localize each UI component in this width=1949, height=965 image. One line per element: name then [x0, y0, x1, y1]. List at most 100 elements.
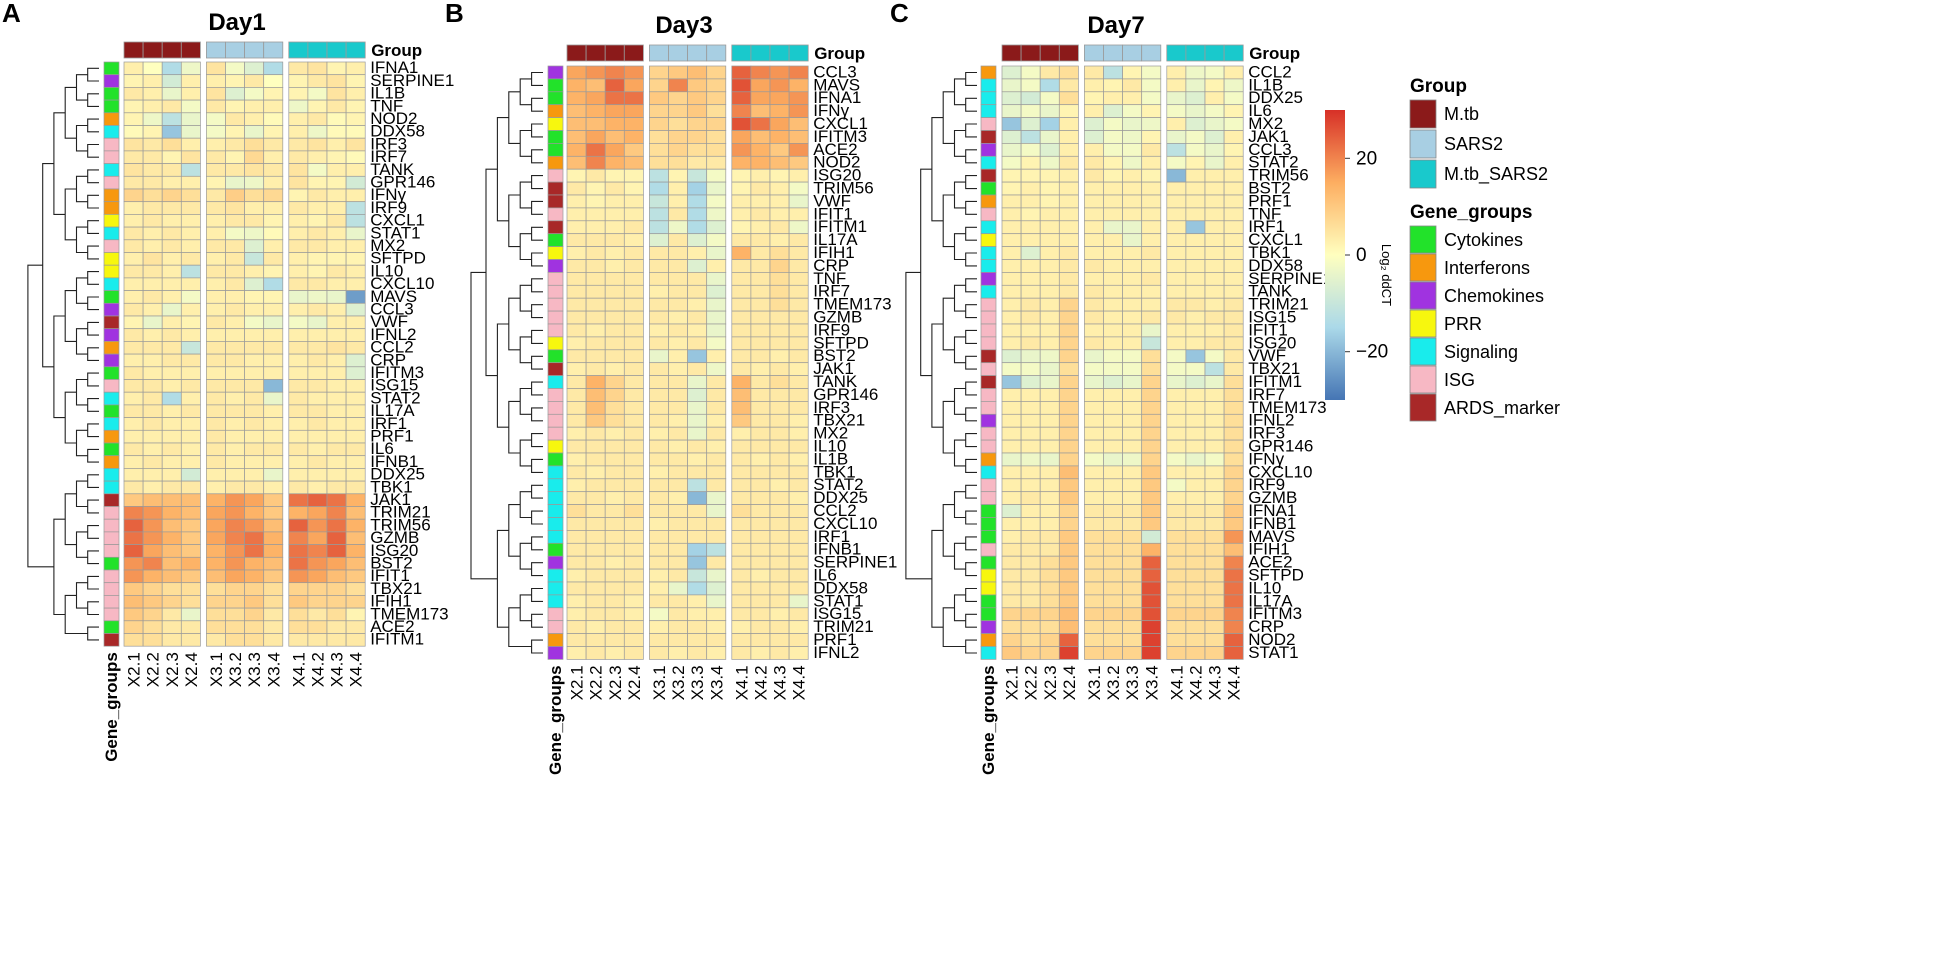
- heatmap-cell: [604, 323, 625, 338]
- heatmap-cell: [307, 417, 328, 431]
- heatmap-cell: [1001, 465, 1022, 480]
- column-label: X2.2: [144, 652, 163, 687]
- dendrogram-branch: [87, 525, 99, 539]
- heatmap-cell: [1020, 530, 1041, 544]
- gene-group-cell: [547, 555, 564, 570]
- heatmap-cell: [1185, 272, 1206, 286]
- heatmap-cell: [263, 175, 284, 190]
- heatmap-cell: [788, 310, 809, 325]
- heatmap-cell: [668, 310, 688, 325]
- heatmap-cell: [225, 264, 245, 279]
- heatmap-cell: [788, 646, 809, 660]
- heatmap-cell: [1141, 143, 1162, 157]
- heatmap-cell: [1166, 233, 1187, 247]
- heatmap-cell: [1058, 388, 1079, 402]
- heatmap-cell: [750, 401, 771, 415]
- heatmap-cell: [788, 104, 809, 118]
- heatmap-cell: [326, 417, 347, 431]
- gene-label: PRF1: [1248, 191, 1291, 210]
- heatmap-cell: [1122, 491, 1143, 505]
- heatmap-cell: [1185, 310, 1206, 325]
- heatmap-cell: [326, 582, 347, 596]
- heatmap-cell: [123, 264, 144, 279]
- heatmap-cell: [263, 201, 284, 215]
- heatmap-cell: [206, 214, 226, 228]
- heatmap-cell: [604, 633, 625, 647]
- heatmap-cell: [244, 239, 265, 253]
- heatmap-cell: [142, 556, 163, 571]
- heatmap-cell: [326, 455, 347, 469]
- heatmap-cell: [1166, 542, 1187, 557]
- heatmap-cell: [649, 349, 669, 364]
- heatmap-cell: [566, 504, 587, 518]
- heatmap-cell: [1185, 401, 1206, 415]
- heatmap-cell: [307, 366, 328, 380]
- gene-label: TANK: [1248, 282, 1293, 301]
- heatmap-cell: [206, 607, 226, 622]
- heatmap-cell: [623, 426, 644, 441]
- heatmap-cell: [649, 194, 669, 209]
- column-label: X2.2: [1022, 665, 1041, 700]
- gene-label: ACE2: [370, 617, 414, 636]
- gene-group-cell: [103, 341, 120, 355]
- heatmap-panel-C: C Day7GroupCCL2IL1BDDX25IL6MX2JAK1CCL3STA…: [890, 0, 1332, 775]
- heatmap-cell: [566, 478, 587, 493]
- heatmap-cell: [142, 264, 163, 279]
- heatmap-cell: [731, 478, 752, 493]
- heatmap-cell: [750, 452, 771, 467]
- heatmap-cell: [288, 582, 309, 596]
- column-label: X4.4: [790, 665, 809, 700]
- heatmap-cell: [731, 401, 752, 415]
- heatmap-cell: [288, 366, 309, 380]
- dendrogram-branch: [953, 181, 966, 209]
- heatmap-cell: [206, 595, 226, 609]
- heatmap-cell: [161, 518, 182, 533]
- panel-title: Day7: [1087, 12, 1144, 39]
- heatmap-cell: [687, 504, 708, 518]
- gene-label: DDX58: [1248, 256, 1303, 275]
- heatmap-cell: [326, 595, 347, 609]
- heatmap-cell: [1020, 78, 1041, 93]
- heatmap-cell: [307, 137, 328, 152]
- gene-group-cell: [103, 531, 120, 545]
- heatmap-cell: [142, 366, 163, 380]
- heatmap-cell: [1166, 491, 1187, 505]
- dendrogram-branch: [519, 542, 532, 570]
- heatmap-cell: [566, 233, 587, 247]
- heatmap-cell: [750, 130, 771, 144]
- dendrogram-branch: [531, 123, 543, 138]
- heatmap-cell: [1001, 117, 1022, 131]
- heatmap-cell: [1122, 207, 1143, 222]
- dendrogram-branch: [75, 226, 88, 254]
- heatmap-cell: [288, 201, 309, 215]
- heatmap-cell: [1020, 504, 1041, 518]
- heatmap-cell: [788, 607, 809, 622]
- heatmap-cell: [345, 506, 366, 520]
- heatmap-cell: [1204, 568, 1225, 583]
- heatmap-cell: [1039, 401, 1060, 415]
- heatmap-cell: [307, 87, 328, 101]
- heatmap-cell: [1058, 568, 1079, 583]
- heatmap-cell: [750, 336, 771, 351]
- heatmap-cell: [142, 125, 163, 139]
- heatmap-cell: [225, 468, 245, 482]
- heatmap-cell: [1204, 297, 1225, 312]
- heatmap-cell: [1103, 568, 1123, 583]
- heatmap-cell: [687, 542, 708, 557]
- heatmap-cell: [1141, 646, 1162, 660]
- heatmap-cell: [687, 297, 708, 312]
- gene-label: ISG15: [1248, 308, 1296, 327]
- gene-group-cell: [980, 143, 997, 157]
- heatmap-cell: [307, 429, 328, 444]
- dendrogram-branch: [53, 112, 66, 215]
- heatmap-cell: [180, 607, 201, 622]
- heatmap-cell: [1185, 568, 1206, 583]
- heatmap-cell: [769, 104, 790, 118]
- heatmap-cell: [288, 518, 309, 533]
- heatmap-cell: [288, 315, 309, 330]
- dendrogram-branch: [965, 587, 977, 602]
- heatmap-cell: [123, 99, 144, 114]
- heatmap-cell: [1039, 594, 1060, 609]
- heatmap-cell: [585, 568, 606, 583]
- gene-group-cell: [980, 594, 997, 609]
